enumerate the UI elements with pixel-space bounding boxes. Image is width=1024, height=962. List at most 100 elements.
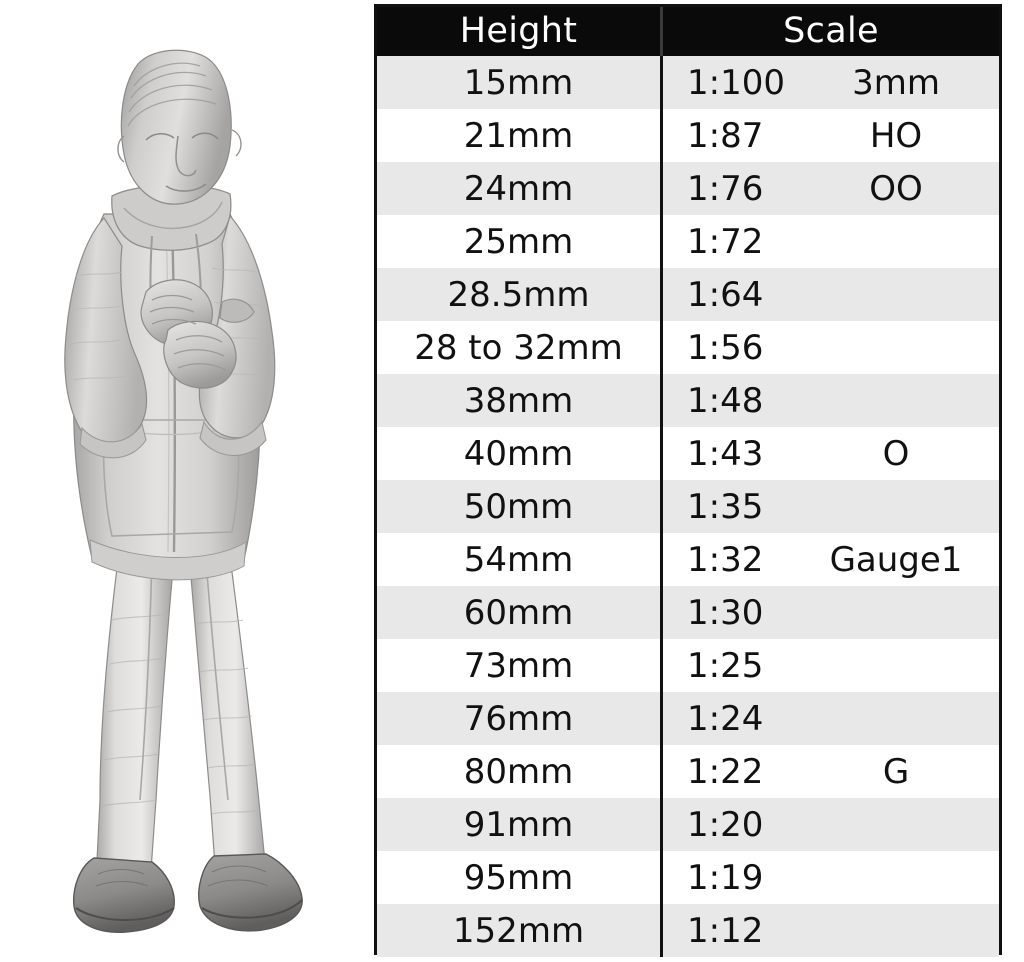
table-row: 24mm 1:76 OO: [377, 162, 999, 215]
scale-ratio-value: 1:48: [687, 380, 764, 421]
figurine-right-eye: [191, 132, 219, 140]
scale-gauge-value: G: [882, 751, 910, 792]
scale-ratio-value: 1:30: [687, 592, 764, 633]
figurine-panel: [0, 0, 370, 962]
height-value: 76mm: [463, 698, 574, 739]
cell-height: 76mm: [377, 692, 663, 745]
figurine-wristband: [219, 298, 255, 323]
table-row: 38mm 1:48: [377, 374, 999, 427]
figurine-left-shoe: [73, 857, 175, 933]
scale-ratio-value: 1:20: [687, 804, 764, 845]
figurine-right-shoe: [198, 853, 303, 932]
height-value: 50mm: [463, 486, 574, 527]
cell-height: 60mm: [377, 586, 663, 639]
scale-ratio-value: 1:22: [687, 751, 764, 792]
table-row: 91mm 1:20: [377, 798, 999, 851]
scale-ratio-value: 1:76: [687, 168, 764, 209]
figurine-head: [120, 49, 232, 205]
height-value: 95mm: [463, 857, 574, 898]
cell-height: 28 to 32mm: [377, 321, 663, 374]
cell-scale: 1:76 OO: [663, 162, 999, 215]
figurine-lower-hand: [163, 320, 237, 389]
height-value: 60mm: [463, 592, 574, 633]
cell-scale: 1:32 Gauge1: [663, 533, 999, 586]
cell-height: 24mm: [377, 162, 663, 215]
scale-ratio-value: 1:87: [687, 115, 764, 156]
scale-ratio-value: 1:24: [687, 698, 764, 739]
figurine-left-leg: [95, 559, 173, 885]
cell-height: 91mm: [377, 798, 663, 851]
scale-ratio-value: 1:72: [687, 221, 764, 262]
figurine-right-leg: [189, 565, 267, 881]
table-row: 76mm 1:24: [377, 692, 999, 745]
figurine-shoe-laces: [95, 865, 269, 887]
height-value: 38mm: [463, 380, 574, 421]
cell-height: 21mm: [377, 109, 663, 162]
cell-height: 54mm: [377, 533, 663, 586]
scale-ratio-value: 1:32: [687, 539, 764, 580]
table-row: 60mm 1:30: [377, 586, 999, 639]
cell-height: 73mm: [377, 639, 663, 692]
figurine-left-eye: [145, 133, 175, 141]
cell-height: 80mm: [377, 745, 663, 798]
column-header-scale: Scale: [663, 7, 999, 56]
table-row: 15mm 1:100 3mm: [377, 56, 999, 109]
figurine-trouser-folds: [101, 613, 261, 815]
table-row: 40mm 1:43 O: [377, 427, 999, 480]
scale-ratio-value: 1:43: [687, 433, 764, 474]
cell-scale: 1:19: [663, 851, 999, 904]
cell-height: 50mm: [377, 480, 663, 533]
cell-scale: 1:72: [663, 215, 999, 268]
column-header-height-label: Height: [459, 11, 578, 51]
scale-ratio-value: 1:64: [687, 274, 764, 315]
height-value: 91mm: [463, 804, 574, 845]
cell-scale: 1:24: [663, 692, 999, 745]
scale-ratio-value: 1:25: [687, 645, 764, 686]
scale-gauge-value: 3mm: [852, 62, 940, 103]
table-row: 50mm 1:35: [377, 480, 999, 533]
figurine-left-cuff: [79, 422, 147, 459]
cell-scale: 1:30: [663, 586, 999, 639]
cell-scale: 1:48: [663, 374, 999, 427]
height-value: 25mm: [463, 221, 574, 262]
column-header-scale-label: Scale: [783, 11, 879, 51]
height-value: 80mm: [463, 751, 574, 792]
cell-scale: 1:43 O: [663, 427, 999, 480]
cell-scale: 1:20: [663, 798, 999, 851]
cell-scale: 1:64: [663, 268, 999, 321]
scale-ratio-value: 1:35: [687, 486, 764, 527]
scale-ratio-value: 1:12: [687, 910, 764, 951]
table-row: 28 to 32mm 1:56: [377, 321, 999, 374]
height-value: 73mm: [463, 645, 574, 686]
cell-height: 152mm: [377, 904, 663, 957]
figurine-hair: [127, 62, 217, 127]
table-row: 25mm 1:72: [377, 215, 999, 268]
cell-scale: 1:100 3mm: [663, 56, 999, 109]
cell-height: 38mm: [377, 374, 663, 427]
table-header-row: Height Scale: [377, 7, 999, 56]
scale-ratio-value: 1:56: [687, 327, 764, 368]
figurine-mouth: [165, 183, 207, 192]
cell-height: 15mm: [377, 56, 663, 109]
scale-gauge-value: O: [882, 433, 910, 474]
figurine-right-shoe-sole: [201, 899, 303, 919]
cell-height: 40mm: [377, 427, 663, 480]
height-value: 54mm: [463, 539, 574, 580]
cell-height: 95mm: [377, 851, 663, 904]
table-row: 28.5mm 1:64: [377, 268, 999, 321]
figurine-finger-lines: [149, 294, 227, 371]
cell-scale: 1:87 HO: [663, 109, 999, 162]
cell-height: 28.5mm: [377, 268, 663, 321]
table-row: 152mm 1:12: [377, 904, 999, 957]
figurine-hood-inner: [123, 201, 223, 230]
scale-ratio-value: 1:19: [687, 857, 764, 898]
cell-height: 25mm: [377, 215, 663, 268]
figurine-right-ear: [231, 129, 242, 157]
figurine-left-shoe-sole: [75, 907, 175, 922]
figurine-right-leg-seam: [205, 559, 229, 801]
table-row: 95mm 1:19: [377, 851, 999, 904]
scale-gauge-value: HO: [869, 115, 923, 156]
height-value: 24mm: [463, 168, 574, 209]
figurine-left-leg-seam: [139, 555, 153, 801]
scale-gauge-value: Gauge1: [829, 539, 963, 580]
